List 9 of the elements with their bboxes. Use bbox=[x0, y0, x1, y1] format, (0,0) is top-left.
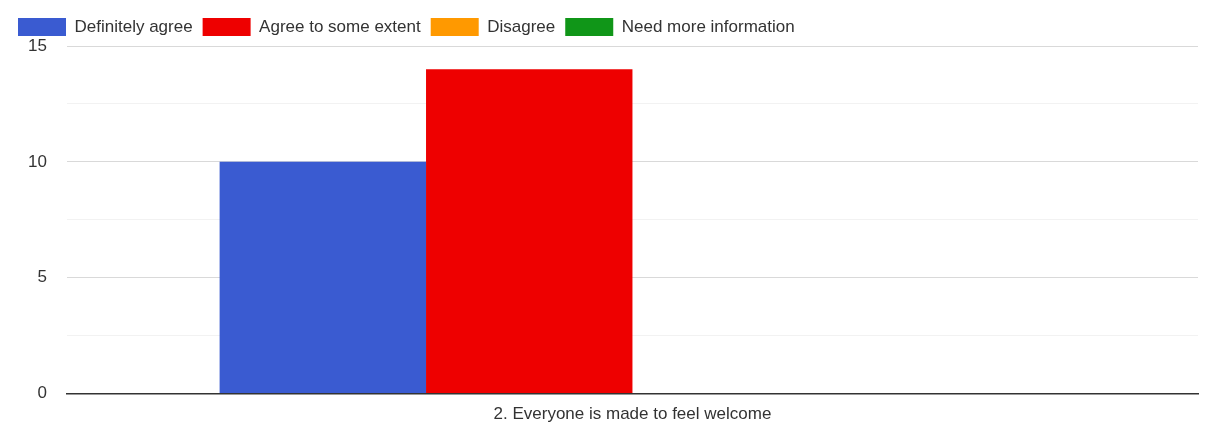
legend-label: Definitely agree bbox=[74, 16, 193, 36]
y-tick-label: 0 bbox=[37, 383, 47, 403]
y-tick-label: 10 bbox=[27, 151, 47, 171]
legend-label: Agree to some extent bbox=[259, 16, 421, 36]
y-tick-label: 5 bbox=[37, 267, 47, 287]
x-tick-label: 2. Everyone is made to feel welcome bbox=[493, 404, 772, 424]
legend-label: Disagree bbox=[487, 16, 556, 36]
y-tick-label: 15 bbox=[27, 35, 47, 55]
legend-label: Need more information bbox=[621, 16, 795, 36]
